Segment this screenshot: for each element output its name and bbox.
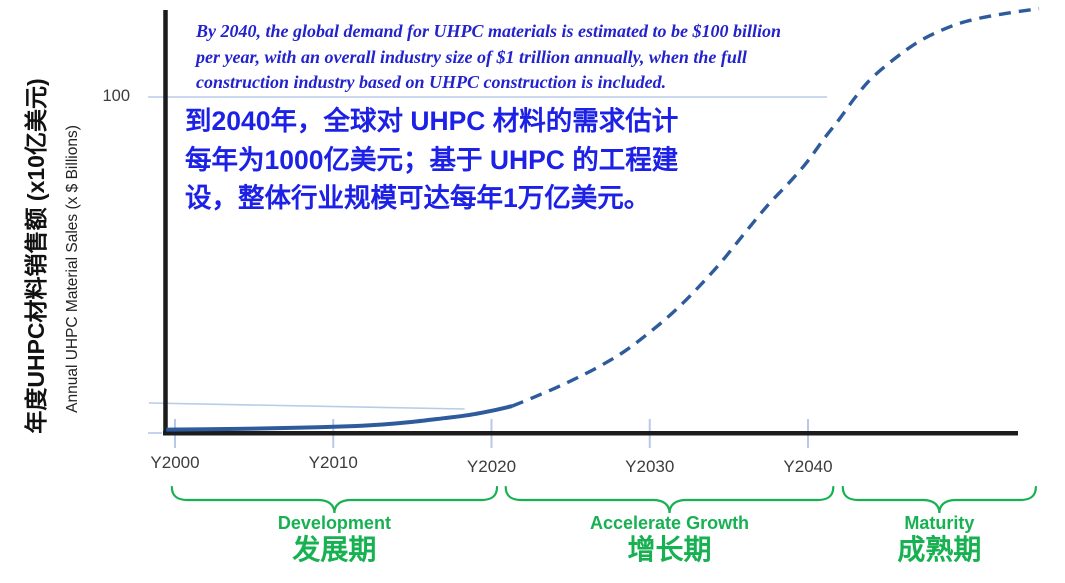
phase-label-en: Development	[277, 513, 391, 533]
phase-label-zh: 增长期	[627, 534, 712, 565]
phase-label-zh: 成熟期	[897, 534, 982, 565]
y-axis-tick-label-100: 100	[102, 87, 130, 105]
phase-label-zh: 发展期	[292, 534, 377, 565]
annotation-chinese-line: 每年为1000亿美元；基于 UHPC 的工程建	[185, 144, 679, 175]
reference-line-10-billion-level	[148, 402, 465, 410]
sales-curve-dashed	[511, 6, 1040, 408]
sales-curve-solid	[166, 404, 513, 432]
annotation-chinese: 到2040年，全球对 UHPC 材料的需求估计 每年为1000亿美元；基于 UH…	[185, 102, 745, 218]
annotation-english-line: By 2040, the global demand for UHPC mate…	[196, 21, 781, 41]
phase-label-en: Maturity	[904, 513, 975, 533]
phase-brace-development	[170, 485, 499, 514]
annotation-english-line: per year, with an overall industry size …	[196, 46, 747, 67]
phase-brace-maturity	[841, 485, 1037, 514]
annotation-chinese-line: 设，整体行业规模可达每年1万亿美元。	[185, 183, 651, 213]
x-axis-tick-label-y2040: Y2040	[783, 457, 833, 476]
y-axis-label-chinese: 年度UHPC材料销售额 (x10亿美元)	[23, 78, 49, 434]
x-axis-tick-label-y2000: Y2000	[150, 453, 200, 472]
phase-label-en: Accelerate Growth	[590, 513, 750, 533]
annotation-chinese-line: 到2040年，全球对 UHPC 材料的需求估计	[185, 106, 679, 136]
x-axis-tick-label-y2030: Y2030	[625, 457, 675, 476]
y-axis-label-english: Annual UHPC Material Sales (x $ Billions…	[64, 125, 81, 413]
x-axis-tick-label-y2020: Y2020	[466, 457, 517, 476]
annotation-english: By 2040, the global demand for UHPC mate…	[196, 19, 876, 96]
phase-label-development: Development 发展期	[278, 514, 391, 566]
phase-label-accelerate-growth: Accelerate Growth 增长期	[590, 514, 749, 566]
phase-label-maturity: Maturity 成熟期	[897, 514, 981, 566]
x-axis-tick-label-y2010: Y2010	[308, 453, 358, 472]
phase-brace-accelerate-growth	[504, 485, 835, 514]
annotation-english-line: construction industry based on UHPC cons…	[196, 72, 667, 92]
